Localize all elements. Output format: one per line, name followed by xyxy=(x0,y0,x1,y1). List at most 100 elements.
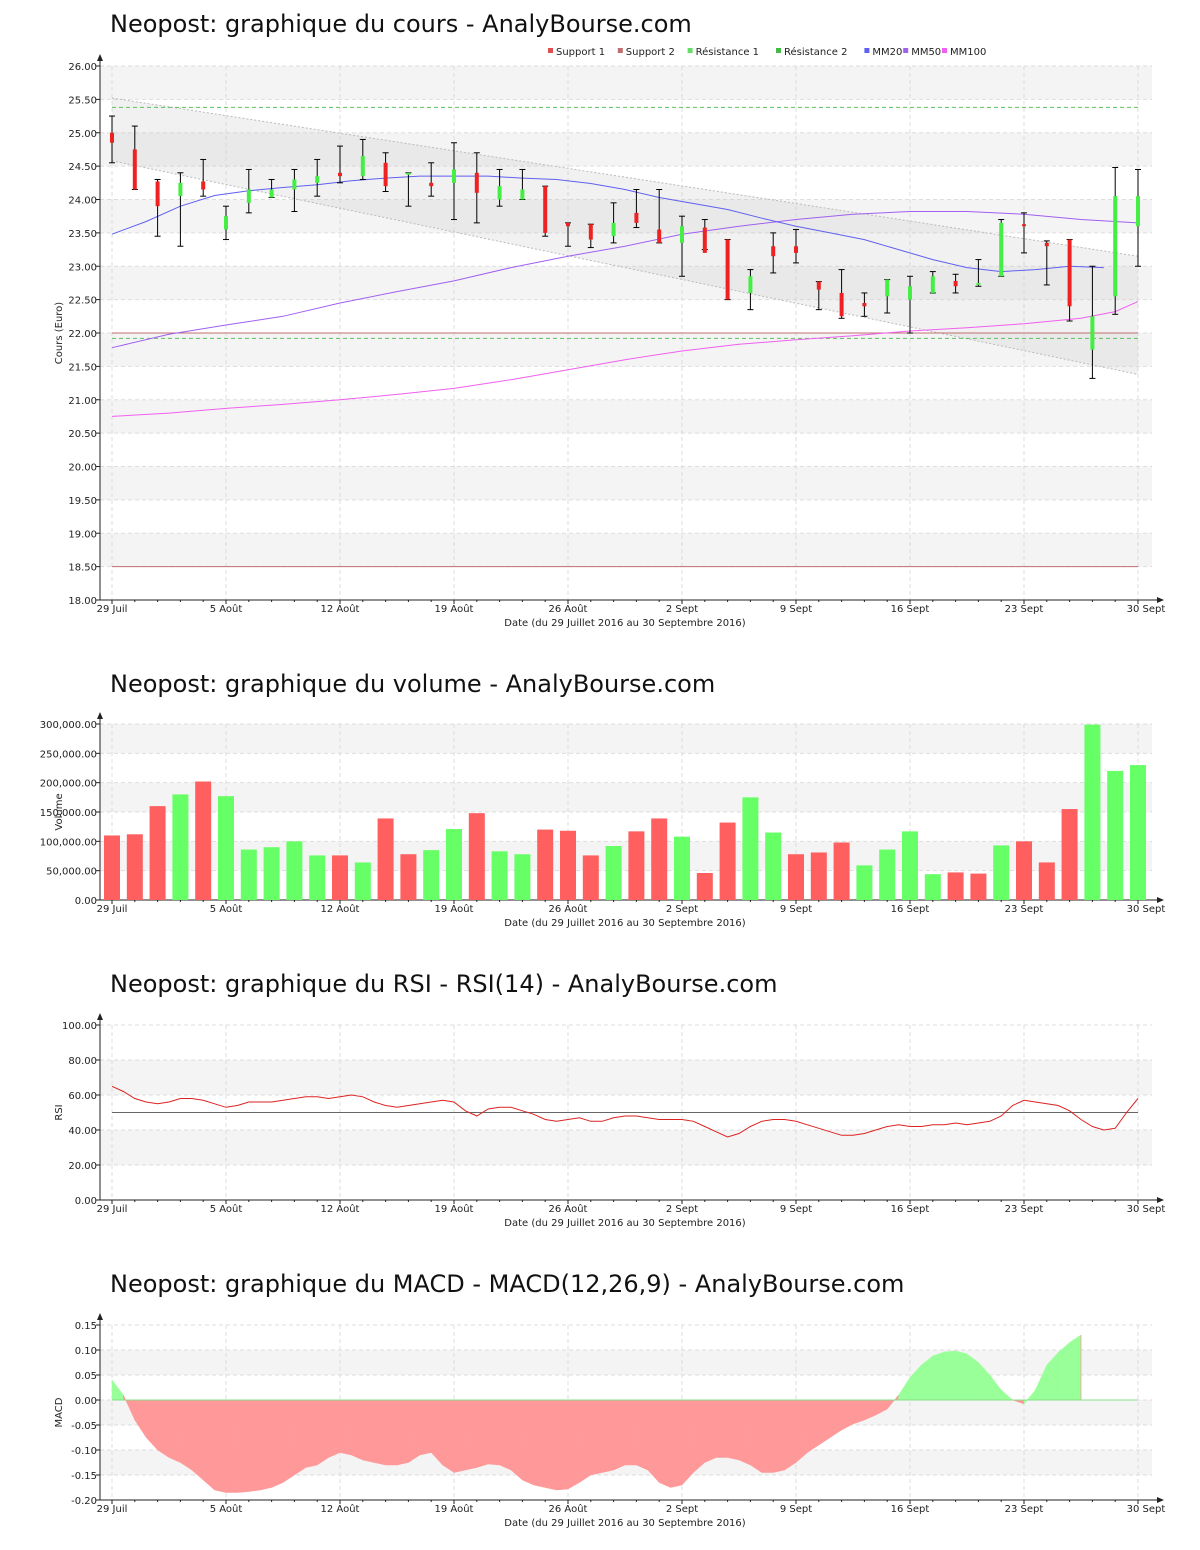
volume-bar xyxy=(491,851,508,900)
volume-bar xyxy=(810,852,827,900)
macd-area-segment xyxy=(294,1399,307,1476)
y-tick-label: 50,000.00 xyxy=(46,867,97,878)
volume-bar xyxy=(354,862,371,900)
macd-area-segment xyxy=(157,1399,170,1458)
volume-bar xyxy=(400,854,417,900)
macd-area-segment xyxy=(807,1399,820,1453)
x-tick-label: 29 Juil xyxy=(97,904,128,915)
x-axis-arrow xyxy=(1157,1197,1164,1203)
macd-area-segment xyxy=(613,1399,626,1471)
y-axis-arrow xyxy=(97,712,103,719)
y-tick-label: 60.00 xyxy=(68,1091,97,1102)
macd-area-segment xyxy=(419,1399,432,1456)
y-tick-label: 0.00 xyxy=(75,896,97,907)
candle-body xyxy=(680,226,684,243)
volume-bar xyxy=(605,846,622,900)
macd-area-segment xyxy=(385,1399,398,1466)
candle-body xyxy=(725,239,730,300)
candle-body xyxy=(269,189,274,198)
y-tick-label: 0.10 xyxy=(75,1346,97,1357)
macd-area-segment xyxy=(533,1399,546,1488)
x-tick-label: 5 Août xyxy=(210,603,243,615)
volume-bar xyxy=(240,849,257,900)
volume-bar xyxy=(1130,765,1146,900)
candle-body xyxy=(1067,239,1072,307)
candle-body xyxy=(930,276,935,293)
grid-band xyxy=(100,199,1152,233)
x-tick-label: 26 Août xyxy=(549,903,588,915)
macd-area-segment xyxy=(225,1399,238,1493)
volume-bar xyxy=(286,841,303,900)
y-tick-label: 18.50 xyxy=(68,563,97,574)
macd-area-segment xyxy=(1057,1341,1070,1401)
candle-body xyxy=(497,186,502,200)
volume-chart-panel: Neopost: graphique du volume - AnalyBour… xyxy=(0,670,1200,940)
macd-area-segment xyxy=(1069,1334,1082,1401)
mm100-line xyxy=(111,301,1139,417)
macd-area-segment xyxy=(932,1351,945,1401)
x-tick-label: 2 Sept xyxy=(666,1504,698,1515)
x-tick-label: 23 Sept xyxy=(1005,604,1044,615)
volume-bar xyxy=(560,830,576,900)
candle-body xyxy=(885,279,890,297)
y-tick-label: 23.00 xyxy=(68,262,97,273)
candle-body xyxy=(771,246,776,257)
candle-body xyxy=(1022,224,1026,227)
candle-body xyxy=(862,302,867,307)
candle-body xyxy=(201,181,206,190)
candle-body xyxy=(657,229,662,243)
chart-title: Neopost: graphique du cours - AnalyBours… xyxy=(110,10,692,38)
macd-area-segment xyxy=(943,1350,956,1401)
x-tick-label: 2 Sept xyxy=(666,904,698,915)
volume-bar xyxy=(970,873,987,900)
volume-bar xyxy=(149,806,166,900)
y-tick-label: 26.00 xyxy=(68,62,97,73)
macd-area-segment xyxy=(601,1399,614,1473)
candle-body xyxy=(543,186,548,233)
y-tick-label: 0.00 xyxy=(75,1396,97,1407)
y-tick-label: -0.05 xyxy=(71,1421,97,1432)
legend-swatch xyxy=(903,48,909,53)
volume-bar xyxy=(651,818,668,900)
volume-bar xyxy=(423,850,440,900)
macd-area-segment xyxy=(750,1399,763,1473)
candle-body xyxy=(748,276,753,293)
candle-body xyxy=(1090,316,1095,350)
volume-bar xyxy=(993,845,1010,900)
y-tick-label: 20.00 xyxy=(68,463,97,474)
macd-area-segment xyxy=(544,1399,557,1491)
volume-bar xyxy=(1107,770,1124,900)
legend-label: Résistance 1 xyxy=(696,46,759,58)
macd-chart: -0.20 -0.15 -0.10 -0.05 0.00 0.05 0.10 0.15 29 J… xyxy=(54,1313,1165,1529)
macd-area-segment xyxy=(579,1399,592,1483)
y-tick-label: 23.50 xyxy=(68,229,97,240)
y-tick-label: 250,000.00 xyxy=(40,749,97,760)
x-tick-label: 16 Sept xyxy=(891,604,930,615)
grid-band xyxy=(100,533,1152,567)
x-tick-label: 19 Août xyxy=(435,903,474,915)
legend-label: Support 1 xyxy=(556,47,605,58)
macd-area-segment xyxy=(624,1399,637,1466)
volume-chart: 0.00 50,000.00 100,000.00 150,000.00 200,000… xyxy=(40,712,1165,929)
x-axis-label: Date (du 29 Juillet 2016 au 30 Septembre… xyxy=(504,918,745,929)
candle-body xyxy=(155,181,160,207)
volume-bar xyxy=(696,873,713,900)
y-tick-label: -0.10 xyxy=(71,1446,97,1457)
macd-area-segment xyxy=(693,1399,706,1474)
volume-bar xyxy=(218,796,234,900)
rsi-chart-panel: Neopost: graphique du RSI - RSI(14) - An… xyxy=(0,970,1200,1240)
y-tick-label: 21.50 xyxy=(68,362,97,373)
candle-body xyxy=(794,246,798,253)
macd-area-segment xyxy=(681,1399,694,1486)
volume-bar xyxy=(1038,862,1055,900)
macd-area-segment xyxy=(510,1399,523,1481)
macd-area-segment xyxy=(259,1399,272,1491)
x-axis-arrow xyxy=(1157,1497,1164,1503)
volume-bar xyxy=(104,835,120,900)
volume-bar xyxy=(1061,809,1078,900)
macd-chart-panel: Neopost: graphique du MACD - MACD(12,26,… xyxy=(0,1270,1200,1540)
y-tick-label: 40.00 xyxy=(68,1126,97,1137)
candle-body xyxy=(360,156,365,177)
legend-swatch xyxy=(864,48,870,53)
grid-band xyxy=(100,724,1152,754)
